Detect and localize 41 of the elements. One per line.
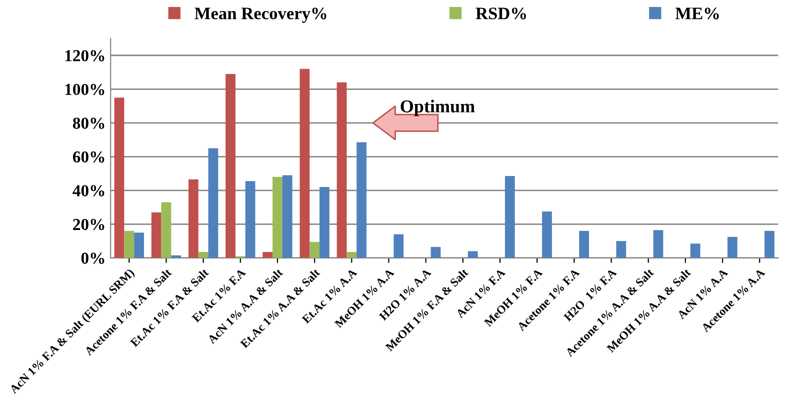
bar — [208, 148, 218, 258]
y-tick-label: 40% — [72, 185, 104, 196]
bar — [226, 74, 236, 258]
bar — [346, 252, 357, 258]
bar — [151, 212, 162, 258]
bar — [300, 68, 310, 258]
y-tick-label: 120% — [65, 50, 104, 62]
bar — [124, 230, 134, 258]
bar — [262, 252, 273, 258]
bar — [161, 202, 172, 258]
y-tick-label: 20% — [73, 218, 104, 230]
bar — [114, 98, 124, 258]
bar — [504, 176, 515, 258]
y-tick-label: 60% — [72, 151, 104, 163]
y-tick-label: 100% — [65, 84, 104, 96]
legend-label: RSD% — [476, 8, 526, 20]
bar — [134, 232, 144, 258]
bar — [282, 175, 292, 258]
y-tick-label: 0% — [81, 252, 104, 264]
bar — [310, 242, 320, 258]
bar — [468, 251, 478, 258]
bar — [542, 212, 552, 258]
legend-label: Mean Recovery% — [194, 8, 326, 23]
bar — [320, 187, 330, 258]
y-tick-label: 80% — [72, 118, 104, 129]
bar — [198, 252, 208, 258]
legend-label: ME% — [675, 8, 719, 20]
bar — [430, 246, 441, 258]
bar — [616, 241, 626, 258]
bar — [356, 142, 366, 258]
bar — [653, 230, 664, 258]
bar — [764, 230, 774, 258]
bar — [245, 181, 256, 258]
bar — [336, 82, 347, 258]
bar — [188, 179, 198, 258]
annotation: Optimum — [400, 100, 475, 116]
bar — [579, 230, 590, 258]
bar — [690, 244, 700, 258]
bar — [272, 176, 282, 258]
bar — [727, 236, 738, 258]
bar — [394, 234, 404, 258]
